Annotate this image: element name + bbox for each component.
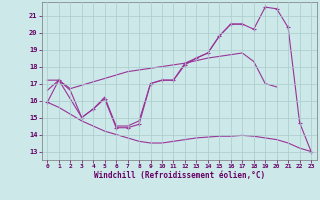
X-axis label: Windchill (Refroidissement éolien,°C): Windchill (Refroidissement éolien,°C) (94, 171, 265, 180)
